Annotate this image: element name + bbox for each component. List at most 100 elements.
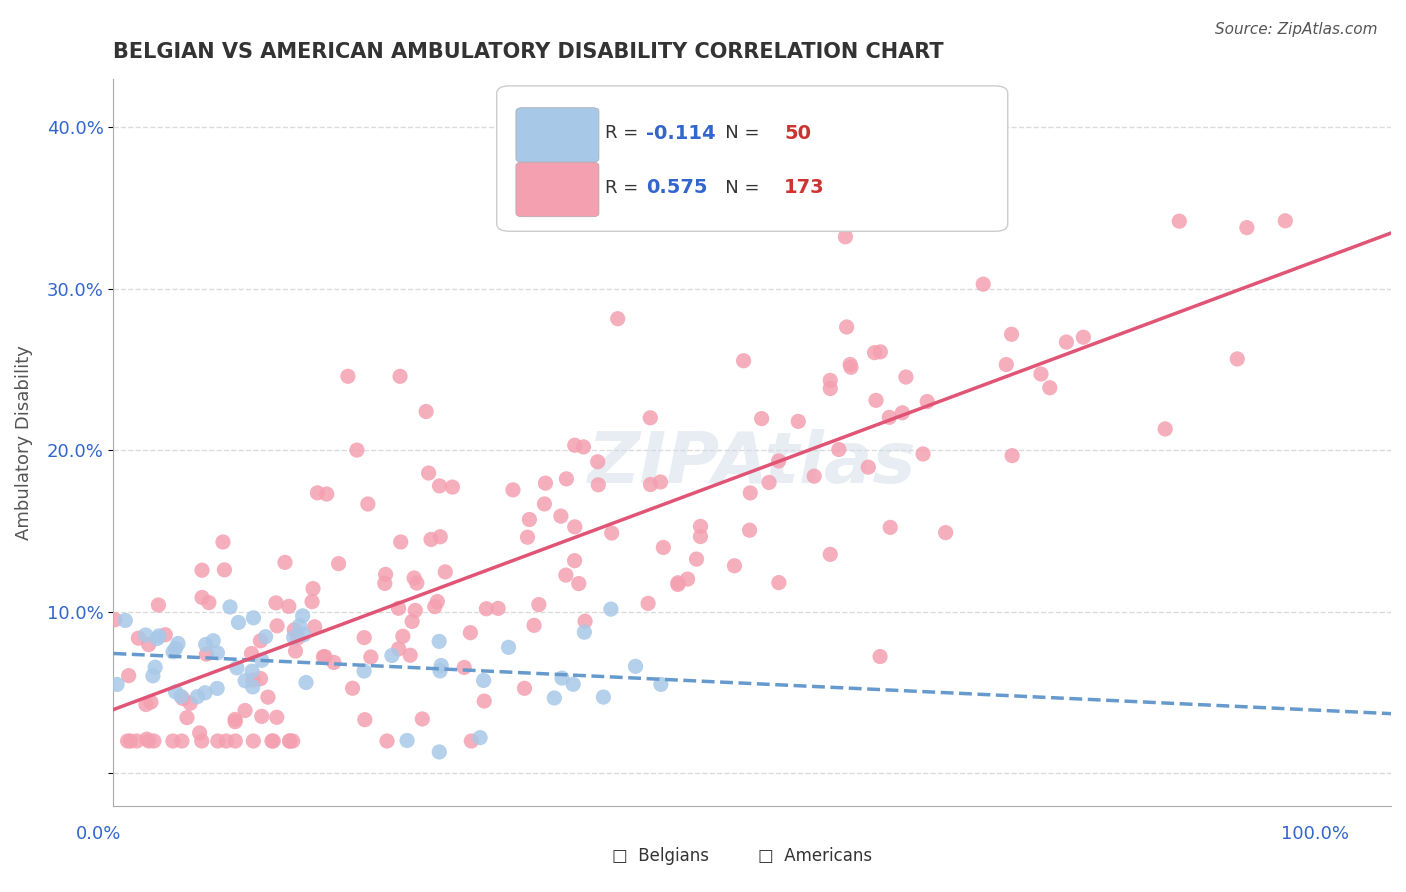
Americans: [972, 277, 994, 292]
Americans: [534, 476, 557, 491]
Belgians: [472, 673, 495, 688]
Americans: [915, 394, 938, 409]
Americans: [307, 486, 329, 500]
Belgians: [254, 630, 277, 644]
Americans: [148, 598, 170, 612]
Americans: [533, 497, 555, 511]
Text: Source: ZipAtlas.com: Source: ZipAtlas.com: [1215, 22, 1378, 37]
Americans: [176, 711, 198, 725]
Americans: [214, 563, 236, 577]
Americans: [426, 594, 449, 608]
Americans: [894, 370, 917, 384]
Americans: [277, 599, 299, 614]
Americans: [564, 554, 586, 568]
Americans: [568, 576, 591, 591]
Americans: [342, 681, 364, 696]
Americans: [420, 533, 443, 547]
Americans: [118, 668, 141, 682]
Americans: [879, 520, 901, 534]
Americans: [723, 558, 745, 573]
Americans: [1039, 381, 1062, 395]
Americans: [415, 404, 437, 418]
Belgians: [543, 690, 565, 705]
Americans: [387, 601, 409, 615]
Belgians: [250, 653, 273, 667]
Americans: [434, 565, 457, 579]
Americans: [212, 535, 235, 549]
Belgians: [574, 625, 596, 640]
Americans: [1001, 449, 1024, 463]
Americans: [523, 618, 546, 632]
Americans: [315, 487, 337, 501]
Americans: [768, 575, 790, 590]
Belgians: [114, 614, 136, 628]
Belgians: [353, 664, 375, 678]
Americans: [375, 734, 398, 748]
Belgians: [233, 673, 256, 688]
Americans: [818, 373, 841, 387]
Text: R =: R =: [606, 178, 644, 196]
Americans: [242, 673, 264, 687]
Americans: [572, 440, 595, 454]
FancyBboxPatch shape: [516, 108, 599, 162]
Americans: [574, 614, 596, 628]
Americans: [224, 734, 246, 748]
Americans: [125, 734, 148, 748]
Belgians: [624, 659, 647, 673]
Belgians: [283, 630, 305, 644]
Belgians: [165, 685, 187, 699]
Americans: [172, 691, 194, 706]
Americans: [389, 535, 412, 549]
Americans: [453, 660, 475, 674]
Text: -0.114: -0.114: [647, 124, 716, 143]
FancyBboxPatch shape: [496, 86, 1008, 231]
Americans: [287, 631, 309, 645]
Americans: [600, 526, 623, 541]
Americans: [550, 509, 572, 524]
Americans: [1073, 330, 1095, 344]
Americans: [460, 625, 482, 640]
Americans: [863, 345, 886, 359]
Text: N =: N =: [707, 124, 765, 142]
Americans: [564, 438, 586, 452]
Americans: [250, 709, 273, 723]
Americans: [751, 411, 773, 425]
Americans: [429, 479, 451, 493]
Belgians: [292, 628, 315, 642]
Americans: [195, 647, 218, 661]
Americans: [249, 672, 271, 686]
Americans: [138, 638, 160, 652]
Belgians: [148, 629, 170, 643]
Americans: [758, 475, 780, 490]
Americans: [640, 410, 662, 425]
Americans: [401, 615, 423, 629]
Text: 100.0%: 100.0%: [1281, 825, 1348, 843]
Americans: [869, 649, 891, 664]
Belgians: [429, 664, 451, 678]
Americans: [162, 734, 184, 748]
Belgians: [562, 677, 585, 691]
Americans: [858, 460, 880, 475]
Americans: [328, 557, 350, 571]
Americans: [257, 690, 280, 705]
Americans: [995, 358, 1018, 372]
Americans: [666, 577, 689, 591]
Americans: [1029, 367, 1052, 381]
Americans: [389, 369, 412, 384]
Americans: [127, 631, 149, 645]
Americans: [640, 477, 662, 491]
Americans: [281, 734, 304, 748]
Belgians: [242, 611, 264, 625]
Americans: [527, 598, 550, 612]
Americans: [733, 353, 755, 368]
Belgians: [142, 669, 165, 683]
Americans: [828, 442, 851, 457]
Belgians: [240, 664, 263, 678]
Americans: [346, 443, 368, 458]
Belgians: [135, 628, 157, 642]
Belgians: [228, 615, 250, 630]
Americans: [266, 619, 288, 633]
Americans: [142, 734, 165, 748]
Belgians: [592, 690, 614, 704]
Americans: [323, 656, 346, 670]
